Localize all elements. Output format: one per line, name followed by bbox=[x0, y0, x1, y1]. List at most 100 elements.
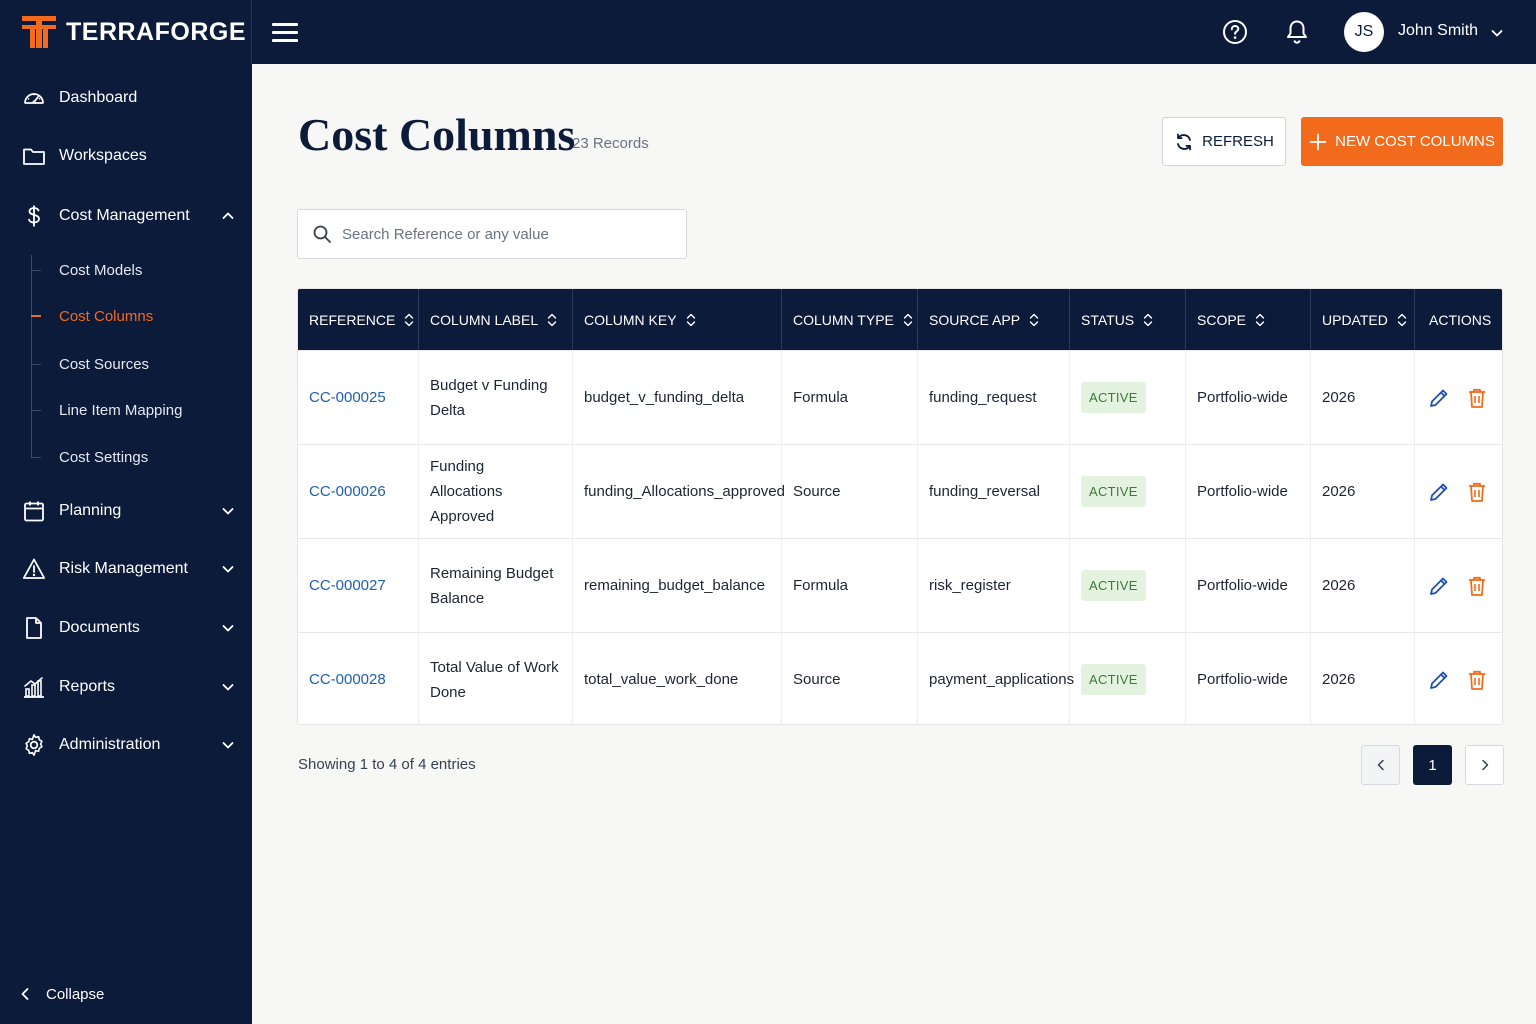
sidebar-item-administration[interactable]: Administration bbox=[0, 725, 252, 765]
cell-column-key-text: budget_v_funding_delta bbox=[584, 389, 745, 406]
sidebar-item-label: Risk Management bbox=[59, 560, 188, 577]
column-header-actions: ACTIONS bbox=[1415, 289, 1502, 350]
cell-source-app-text: payment_applications bbox=[929, 671, 1075, 688]
status-badge: ACTIVE bbox=[1081, 382, 1146, 413]
terraforge-logo-icon bbox=[22, 16, 56, 48]
sidebar-item-label: Planning bbox=[59, 502, 122, 519]
sidebar-item-label: Administration bbox=[59, 736, 161, 753]
cell-reference-text[interactable]: CC-000026 bbox=[309, 483, 386, 500]
cell-scope: Portfolio-wide bbox=[1186, 351, 1311, 444]
sidebar-item-planning[interactable]: Planning bbox=[0, 491, 252, 531]
chevron-left-icon bbox=[1377, 759, 1384, 771]
record-count: 23 Records bbox=[572, 135, 649, 152]
cell-column-label-text: Budget v Funding Delta bbox=[430, 376, 548, 419]
cell-reference-text[interactable]: CC-000027 bbox=[309, 577, 386, 594]
trash-icon[interactable] bbox=[1465, 574, 1489, 598]
edit-icon[interactable] bbox=[1427, 574, 1451, 598]
sidebar-item-dashboard[interactable]: Dashboard bbox=[0, 78, 252, 118]
sidebar-subitem-cost-settings[interactable]: Cost Settings bbox=[31, 440, 252, 474]
sidebar-subitem-line-item-mapping[interactable]: Line Item Mapping bbox=[31, 393, 252, 427]
warning-icon bbox=[22, 558, 46, 579]
trash-icon[interactable] bbox=[1465, 386, 1489, 410]
cell-status: ACTIVE bbox=[1070, 539, 1186, 632]
new-cost-columns-button[interactable]: NEW COST COLUMNS bbox=[1301, 117, 1503, 166]
top-bar: TERRAFORGE JS John Smith bbox=[0, 0, 1536, 64]
sidebar-subitem-label: Cost Columns bbox=[59, 307, 154, 325]
cell-column-key: budget_v_funding_delta bbox=[573, 351, 782, 444]
chevron-down-icon bbox=[222, 684, 234, 691]
pagination-prev-button[interactable] bbox=[1361, 745, 1400, 785]
cell-column-key: funding_Allocations_approved bbox=[573, 445, 785, 538]
cell-actions bbox=[1415, 539, 1502, 632]
collapse-button[interactable]: Collapse bbox=[18, 982, 104, 1006]
sidebar-item-cost-management[interactable]: Cost Management bbox=[0, 196, 252, 236]
chevron-right-icon bbox=[1481, 759, 1488, 771]
edit-icon[interactable] bbox=[1427, 480, 1451, 504]
pagination-next-button[interactable] bbox=[1465, 745, 1504, 785]
column-header-label: COLUMN TYPE bbox=[793, 311, 894, 328]
sidebar: Dashboard Workspaces Cost Management Cos… bbox=[0, 64, 252, 1024]
cell-reference-text[interactable]: CC-000025 bbox=[309, 389, 386, 406]
cell-column-type: Source bbox=[782, 633, 918, 724]
table-row: CC-000026 Funding Allocations Approved fun… bbox=[298, 444, 1502, 538]
cell-source-app: risk_register bbox=[918, 539, 1070, 632]
column-header-scope[interactable]: SCOPE bbox=[1186, 289, 1311, 350]
trash-icon[interactable] bbox=[1465, 668, 1489, 692]
column-header-column-label[interactable]: COLUMN LABEL bbox=[419, 289, 573, 350]
sidebar-subitem-cost-models[interactable]: Cost Models bbox=[31, 253, 252, 287]
help-circle-icon[interactable] bbox=[1221, 18, 1249, 46]
cell-actions bbox=[1415, 445, 1502, 538]
cell-source-app-text: funding_reversal bbox=[929, 483, 1040, 500]
cell-source-app: funding_request bbox=[918, 351, 1070, 444]
cell-status: ACTIVE bbox=[1070, 351, 1186, 444]
column-header-status[interactable]: STATUS bbox=[1070, 289, 1186, 350]
edit-icon[interactable] bbox=[1427, 386, 1451, 410]
sidebar-item-workspaces[interactable]: Workspaces bbox=[0, 136, 252, 176]
sidebar-item-documents[interactable]: Documents bbox=[0, 608, 252, 648]
column-header-reference[interactable]: REFERENCE bbox=[298, 289, 419, 350]
sidebar-subitem-cost-columns[interactable]: Cost Columns bbox=[31, 299, 252, 333]
sidebar-item-reports[interactable]: Reports bbox=[0, 667, 252, 707]
column-header-source-app[interactable]: SOURCE APP bbox=[918, 289, 1070, 350]
submenu-guide-line bbox=[31, 255, 32, 457]
cell-scope: Portfolio-wide bbox=[1186, 445, 1311, 538]
document-icon bbox=[26, 617, 42, 639]
sort-icon bbox=[1029, 313, 1039, 326]
table-row: CC-000028 Total Value of Work Done total_v… bbox=[298, 632, 1502, 724]
refresh-button[interactable]: REFRESH bbox=[1162, 117, 1286, 166]
chevron-down-icon bbox=[222, 625, 234, 632]
sidebar-subitem-label: Cost Sources bbox=[59, 355, 150, 373]
cell-column-key: remaining_budget_balance bbox=[573, 539, 782, 632]
cost-columns-table: REFERENCE COLUMN LABEL COLUMN KEY COLUMN… bbox=[297, 288, 1503, 725]
chevron-down-icon[interactable] bbox=[1489, 25, 1505, 41]
column-header-column-type[interactable]: COLUMN TYPE bbox=[782, 289, 918, 350]
sidebar-subitem-cost-sources[interactable]: Cost Sources bbox=[31, 347, 252, 381]
brand[interactable]: TERRAFORGE bbox=[0, 0, 252, 64]
edit-icon[interactable] bbox=[1427, 668, 1451, 692]
bell-icon[interactable] bbox=[1283, 18, 1311, 46]
cell-updated-text: 2026 bbox=[1322, 577, 1356, 594]
cell-status: ACTIVE bbox=[1070, 445, 1186, 538]
cell-column-type: Formula bbox=[782, 539, 918, 632]
cell-column-label: Remaining Budget Balance bbox=[419, 539, 573, 632]
sidebar-item-risk-management[interactable]: Risk Management bbox=[0, 549, 252, 589]
table-row: CC-000025 Budget v Funding Delta budget_v_… bbox=[298, 350, 1502, 444]
cell-scope-text: Portfolio-wide bbox=[1197, 389, 1288, 406]
column-header-updated[interactable]: UPDATED bbox=[1311, 289, 1415, 350]
cell-column-label: Total Value of Work Done bbox=[419, 633, 573, 724]
cell-scope: Portfolio-wide bbox=[1186, 539, 1311, 632]
column-header-column-key[interactable]: COLUMN KEY bbox=[573, 289, 782, 350]
avatar[interactable]: JS bbox=[1344, 12, 1384, 52]
sort-icon bbox=[1143, 313, 1153, 326]
menu-toggle-icon[interactable] bbox=[272, 20, 298, 44]
submenu-tick bbox=[31, 363, 41, 365]
user-name[interactable]: John Smith bbox=[1398, 22, 1479, 39]
pagination-page-button[interactable]: 1 bbox=[1413, 745, 1452, 785]
cell-column-key-text: funding_Allocations_approved bbox=[584, 483, 785, 500]
cell-updated: 2026 bbox=[1311, 445, 1415, 538]
sidebar-item-label: Reports bbox=[59, 678, 116, 695]
cell-reference-text[interactable]: CC-000028 bbox=[309, 671, 386, 688]
trash-icon[interactable] bbox=[1465, 480, 1489, 504]
search-input[interactable] bbox=[342, 220, 672, 248]
cell-source-app: payment_applications bbox=[918, 633, 1074, 724]
